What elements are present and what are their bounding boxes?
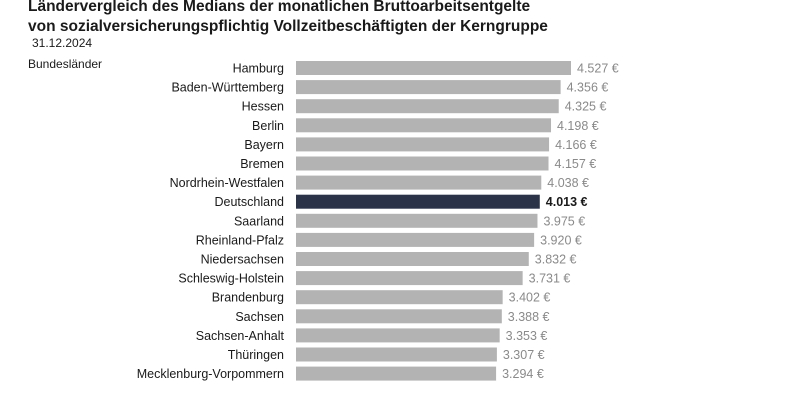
category-label-thueringen: Thüringen xyxy=(228,348,284,362)
category-label-rheinland-pfalz: Rheinland-Pfalz xyxy=(196,233,284,247)
chart-date: 31.12.2024 xyxy=(32,36,93,50)
category-label-sachsen-anhalt: Sachsen-Anhalt xyxy=(196,329,285,343)
value-label-brandenburg: 3.402 € xyxy=(509,291,551,305)
category-label-hamburg: Hamburg xyxy=(233,62,284,76)
value-label-deutschland: 4.013 € xyxy=(546,195,588,209)
value-label-saarland: 3.975 € xyxy=(543,214,585,228)
bar-bayern xyxy=(296,137,550,152)
bar-mecklenburg-vorpommern xyxy=(296,366,497,381)
bar-thueringen xyxy=(296,347,497,362)
value-label-hessen: 4.325 € xyxy=(565,100,607,114)
bar-nordrhein-westfalen xyxy=(296,175,542,190)
chart-title-line-2: von sozialversicherungspflichtig Vollzei… xyxy=(28,18,548,35)
value-label-bayern: 4.166 € xyxy=(555,138,597,152)
bar-sachsen-anhalt xyxy=(296,328,500,343)
bar-hessen xyxy=(296,99,559,114)
category-label-baden-wuerttemberg: Baden-Württemberg xyxy=(171,81,284,95)
category-label-niedersachsen: Niedersachsen xyxy=(201,253,284,267)
value-label-niedersachsen: 3.832 € xyxy=(535,253,577,267)
bar-sachsen xyxy=(296,309,502,324)
bar-berlin xyxy=(296,118,552,133)
value-label-thueringen: 3.307 € xyxy=(503,348,545,362)
value-label-sachsen-anhalt: 3.353 € xyxy=(506,329,548,343)
category-label-nordrhein-westfalen: Nordrhein-Westfalen xyxy=(170,176,284,190)
bar-brandenburg xyxy=(296,290,503,305)
chart-title: Ländervergleich des Medians der monatlic… xyxy=(28,0,798,37)
value-label-bremen: 4.157 € xyxy=(555,157,597,171)
category-label-deutschland: Deutschland xyxy=(215,195,285,209)
value-label-rheinland-pfalz: 3.920 € xyxy=(540,233,582,247)
category-label-brandenburg: Brandenburg xyxy=(212,291,284,305)
value-label-baden-wuerttemberg: 4.356 € xyxy=(567,81,609,95)
bar-schleswig-holstein xyxy=(296,271,523,286)
bar-bremen xyxy=(296,156,549,171)
bar-niedersachsen xyxy=(296,252,529,266)
bar-baden-wuerttemberg xyxy=(296,80,561,95)
value-label-sachsen: 3.388 € xyxy=(508,310,550,324)
value-label-hamburg: 4.527 € xyxy=(577,62,619,76)
bar-deutschland xyxy=(296,194,540,209)
value-label-mecklenburg-vorpommern: 3.294 € xyxy=(502,367,544,381)
category-label-bayern: Bayern xyxy=(244,138,284,152)
category-label-berlin: Berlin xyxy=(252,119,284,133)
bar-saarland xyxy=(296,213,538,228)
bar-rheinland-pfalz xyxy=(296,232,535,247)
chart-title-line-1: Ländervergleich des Medians der monatlic… xyxy=(28,0,531,15)
bar-hamburg xyxy=(296,61,571,75)
category-label-bremen: Bremen xyxy=(240,157,284,171)
value-label-nordrhein-westfalen: 4.038 € xyxy=(547,176,589,190)
category-label-hessen: Hessen xyxy=(242,100,284,114)
category-label-saarland: Saarland xyxy=(234,214,284,228)
category-group-label: Bundesländer xyxy=(28,57,103,71)
value-label-berlin: 4.198 € xyxy=(557,119,599,133)
category-label-schleswig-holstein: Schleswig-Holstein xyxy=(178,272,284,286)
category-label-mecklenburg-vorpommern: Mecklenburg-Vorpommern xyxy=(137,367,284,381)
value-label-schleswig-holstein: 3.731 € xyxy=(529,272,571,286)
category-label-sachsen: Sachsen xyxy=(235,310,284,324)
